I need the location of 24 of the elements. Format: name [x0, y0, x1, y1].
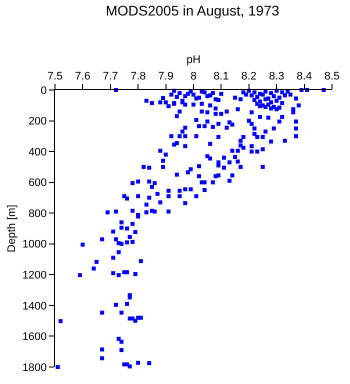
x-tick-label: 7.5 — [47, 70, 63, 83]
x-tick-label: 7.9 — [158, 70, 174, 83]
y-tick-label: 1800 — [22, 362, 47, 374]
y-tick-label: 1600 — [22, 331, 47, 344]
y-tick-label: 200 — [28, 116, 47, 128]
chart-title: MODS2005 in August, 1973 — [106, 2, 280, 19]
x-tick-label: 8.2 — [241, 70, 257, 83]
x-tick-label: 8.5 — [324, 70, 340, 83]
y-tick-label: 1400 — [22, 300, 47, 312]
x-tick-label: 7.6 — [75, 70, 90, 83]
x-axis-title: pH — [186, 54, 201, 66]
x-tick-label: 8.4 — [296, 70, 312, 83]
y-tick-label: 800 — [28, 208, 47, 220]
y-tick-label: 600 — [28, 177, 47, 190]
y-tick-label: 400 — [28, 146, 47, 158]
x-tick-label: 8.3 — [268, 70, 284, 83]
y-tick-label: 0 — [40, 84, 47, 97]
y-tick-label: 1000 — [22, 238, 47, 251]
x-tick-label: 8 — [190, 70, 197, 83]
y-axis-title: Depth [m] — [6, 204, 18, 252]
x-tick-label: 7.8 — [130, 70, 146, 83]
y-tick-label: 1200 — [22, 270, 47, 282]
x-tick-label: 8.1 — [214, 70, 229, 83]
x-tick-label: 7.7 — [102, 70, 118, 83]
